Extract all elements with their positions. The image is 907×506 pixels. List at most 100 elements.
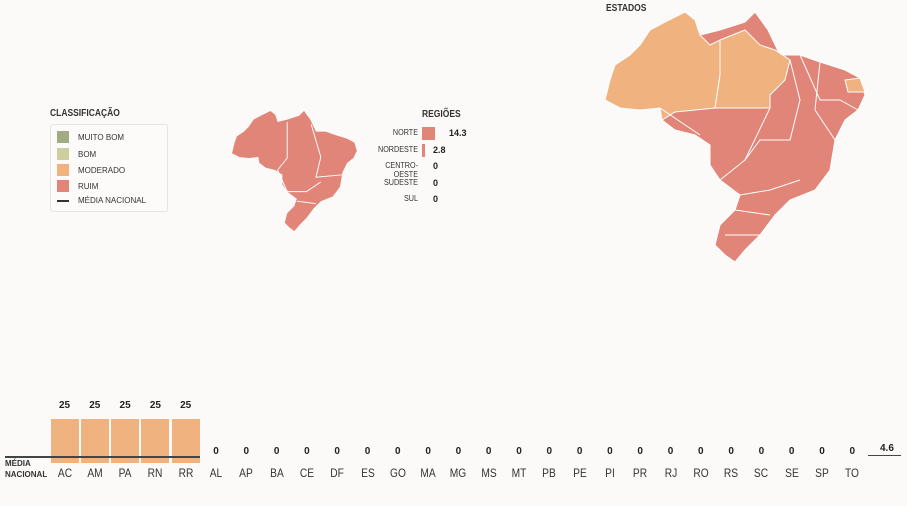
bar-value-PR: 0: [637, 446, 643, 457]
legend-label: BOM: [78, 149, 97, 159]
region-name: SUL: [403, 194, 418, 203]
region-value: 0: [433, 177, 439, 188]
bar-value-DF: 0: [334, 446, 340, 457]
x-tick-PR: PR: [633, 466, 648, 480]
bar-value-SE: 0: [788, 446, 795, 457]
x-tick-PA: PA: [118, 466, 132, 480]
x-tick-RS: RS: [724, 466, 739, 480]
media-nacional-label: MÉDIA NACIONAL: [5, 459, 48, 479]
bar-AM: [80, 419, 109, 463]
media-nacional-line: [5, 456, 200, 458]
x-tick-GO: GO: [389, 466, 406, 480]
bar-value-ES: 0: [364, 446, 371, 457]
x-tick-AC: AC: [57, 466, 72, 480]
bar-value-PI: 0: [607, 446, 613, 457]
bar-value-RR: 25: [180, 400, 192, 411]
states-title: ESTADOS: [606, 3, 647, 14]
x-tick-RJ: RJ: [664, 466, 677, 480]
x-tick-SP: SP: [815, 466, 829, 480]
bar-value-CE: 0: [304, 446, 310, 457]
region-name: CENTRO-OESTE: [385, 161, 418, 179]
x-tick-ES: ES: [360, 466, 375, 480]
x-tick-PI: PI: [605, 466, 615, 480]
region-bar: [422, 127, 435, 140]
bar-value-RN: 25: [149, 400, 161, 411]
region-value: 2.8: [433, 144, 446, 155]
maps: [231, 11, 866, 263]
legend-label: MODERADO: [78, 165, 126, 175]
media-value: 4.6: [880, 443, 894, 454]
region-name: NORTE: [392, 128, 418, 137]
x-tick-MS: MS: [481, 466, 497, 480]
line-swatch: [57, 199, 69, 202]
legend-item: RUIM: [57, 180, 98, 192]
bar-value-PB: 0: [546, 446, 553, 457]
region-name: NORDESTE: [377, 144, 418, 154]
x-tick-AP: AP: [239, 466, 254, 480]
bar-value-RO: 0: [698, 446, 704, 457]
bar-value-PE: 0: [576, 446, 583, 457]
bar-PA: [111, 419, 140, 463]
x-tick-RN: RN: [148, 466, 163, 480]
bar-value-RJ: 0: [667, 446, 674, 457]
bar-value-MA: 0: [425, 446, 431, 457]
legend-item: MODERADO: [57, 164, 125, 176]
bar-value-SP: 0: [819, 446, 825, 457]
bar-value-AP: 0: [243, 446, 250, 457]
swatch-ruim: [57, 180, 69, 192]
x-tick-PB: PB: [542, 466, 557, 480]
region-bar: [422, 143, 425, 157]
x-tick-DF: DF: [330, 466, 344, 480]
bar-value-RS: 0: [728, 446, 734, 457]
legend-label: MÉDIA NACIONAL: [78, 196, 147, 205]
state-rn: [844, 77, 866, 93]
bar-value-GO: 0: [395, 446, 401, 457]
swatch-moderado: [57, 164, 69, 176]
state-am-rr: [604, 11, 721, 121]
x-tick-RR: RR: [178, 466, 194, 480]
legend-item: MÉDIA NACIONAL: [57, 196, 146, 205]
x-tick-TO: TO: [845, 466, 860, 480]
state-pa: [714, 29, 791, 109]
x-tick-SE: SE: [784, 466, 799, 480]
bar-value-AL: 0: [213, 446, 219, 457]
bar-value-SC: 0: [758, 446, 765, 457]
bar-value-MT: 0: [516, 446, 522, 457]
x-tick-BA: BA: [269, 466, 284, 480]
x-tick-MG: MG: [450, 466, 467, 480]
x-tick-AL: AL: [209, 466, 223, 480]
region-value: 0: [433, 194, 439, 204]
x-tick-CE: CE: [299, 466, 314, 480]
swatch-bom: [57, 148, 69, 160]
media-value-line: [868, 455, 901, 456]
bar-value-AC: 25: [58, 400, 71, 411]
x-tick-MA: MA: [420, 466, 436, 480]
states-map: [604, 11, 866, 263]
region-name: SUDESTE: [383, 177, 418, 187]
bar-value-TO: 0: [849, 446, 856, 457]
x-tick-PE: PE: [572, 466, 587, 480]
bar-RN: [141, 419, 170, 463]
bar-value-AM: 25: [89, 400, 101, 411]
legend-item: MUITO BOM: [57, 131, 124, 143]
bar-AC: [50, 419, 79, 463]
legend-item: BOM: [57, 148, 96, 160]
legend-label: MUITO BOM: [78, 132, 125, 142]
regions-map: [231, 110, 357, 231]
regions-title: REGIÕES: [422, 109, 461, 120]
swatch-muito-bom: [57, 131, 69, 143]
x-tick-AM: AM: [87, 466, 103, 480]
region-value: 14.3: [449, 128, 467, 138]
legend-label: RUIM: [78, 181, 99, 191]
bar-RR: [171, 419, 200, 463]
region-value: 0: [433, 161, 439, 171]
x-tick-SC: SC: [754, 466, 769, 480]
legend: MUITO BOM BOM MODERADO RUIM MÉDIA NACION…: [50, 124, 168, 212]
x-tick-MT: MT: [511, 466, 527, 480]
bar-value-BA: 0: [273, 446, 280, 457]
bar-value-PA: 25: [119, 400, 131, 411]
bar-value-MG: 0: [455, 446, 462, 457]
x-tick-RO: RO: [693, 466, 709, 480]
bar-value-MS: 0: [485, 446, 492, 457]
legend-title: CLASSIFICAÇÃO: [50, 108, 120, 119]
